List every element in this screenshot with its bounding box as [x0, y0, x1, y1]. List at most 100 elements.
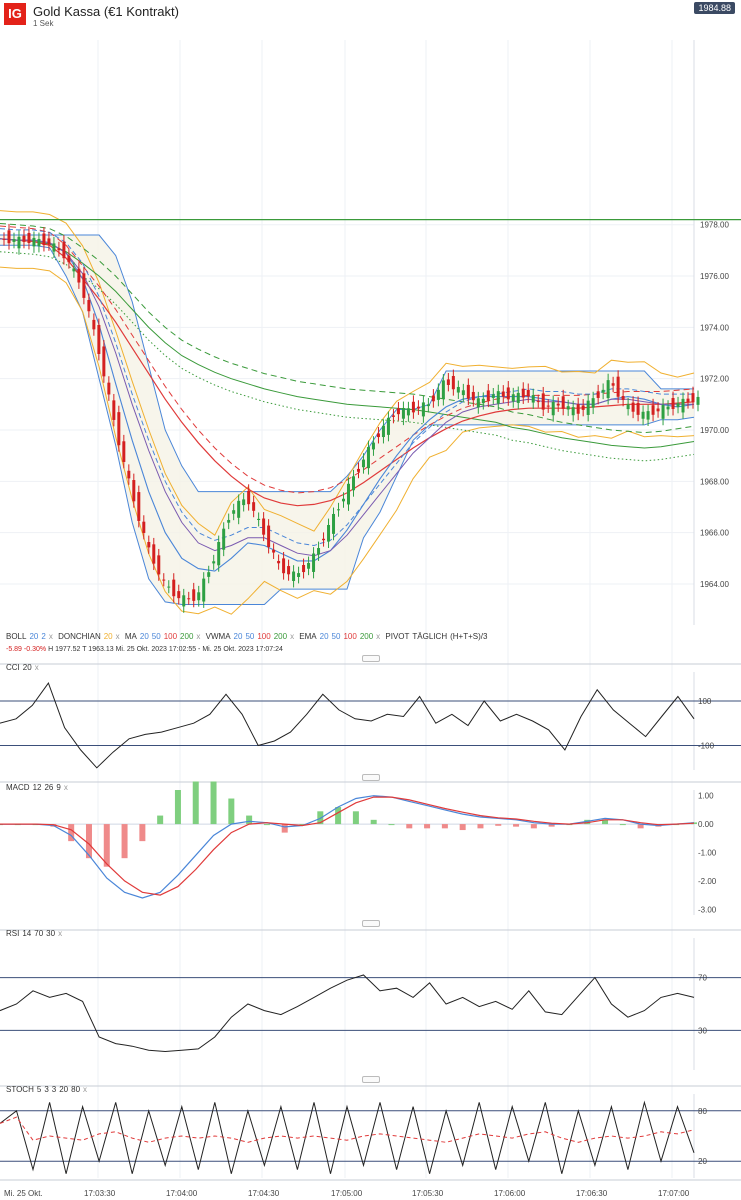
interval-label[interactable]: 1 Sek: [33, 19, 54, 28]
cci-line: [0, 682, 695, 769]
macd-close-icon[interactable]: x: [63, 783, 68, 792]
macd-tick-label: 0.00: [698, 820, 714, 829]
ema-label[interactable]: EMA: [299, 632, 317, 641]
ma50-line: [0, 228, 694, 547]
time-range: Mi. 25 Okt. 2023 17:02:55 - Mi. 25 Okt. …: [115, 646, 283, 653]
candle-body: [37, 238, 41, 246]
price-tick-label: 1976.00: [700, 272, 729, 281]
candle-body: [541, 393, 545, 410]
macd-histogram-bar: [530, 824, 537, 829]
cci-close-icon[interactable]: x: [34, 663, 39, 672]
candle-body: [406, 408, 410, 416]
candle-body: [416, 406, 420, 409]
candle-body: [511, 394, 515, 402]
macd-histogram-bar: [299, 824, 306, 826]
candle-body: [421, 402, 425, 417]
macd-histogram-bar: [548, 824, 555, 827]
candle-body: [32, 237, 36, 247]
macd-histogram-bar: [637, 824, 644, 829]
stoch-tick-label: 80: [698, 1107, 707, 1116]
cci-label[interactable]: CCI: [6, 663, 20, 672]
time-tick-label: 17:07:00: [658, 1189, 690, 1198]
candle-body: [531, 395, 535, 403]
cci-legend: CCI 20 x: [6, 663, 39, 672]
cci-tick-label: -100: [698, 742, 715, 751]
candle-body: [551, 401, 555, 416]
pane-resize-handle-2[interactable]: [362, 774, 380, 781]
time-axis: Mi. 25 Okt. 17:03:30 17:04:00 17:04:30 17:05…: [0, 1179, 741, 1198]
candle-body: [222, 528, 226, 550]
candle-body: [42, 233, 46, 246]
candle-body: [332, 513, 336, 534]
candle-body: [272, 549, 276, 553]
candle-body: [162, 579, 166, 581]
change-percent: -0.30%: [23, 646, 47, 653]
candle-body: [631, 402, 635, 412]
candle-body: [217, 541, 221, 566]
boll-label[interactable]: BOLL: [6, 632, 27, 641]
macd-histogram-bar: [602, 819, 609, 825]
candle-body: [47, 238, 51, 245]
stoch-tick-label: 20: [698, 1157, 707, 1166]
candle-body: [317, 548, 321, 555]
macd-histogram-bar: [370, 819, 377, 825]
candle-body: [187, 598, 191, 600]
instrument-title[interactable]: Gold Kassa (€1 Kontrakt): [33, 4, 179, 19]
pivot-label[interactable]: PIVOT: [385, 632, 410, 641]
macd-label[interactable]: MACD: [6, 783, 30, 792]
candle-body: [132, 480, 136, 502]
ema200-line: [0, 223, 695, 434]
vwma-close-icon[interactable]: x: [290, 632, 295, 641]
price-tick-label: 1972.00: [700, 375, 729, 384]
candle-body: [152, 544, 156, 564]
macd-histogram-bar: [424, 824, 431, 829]
candle-body: [347, 483, 351, 505]
donchian-label[interactable]: DONCHIAN: [58, 632, 101, 641]
price-tick-label: 1974.00: [700, 323, 729, 332]
vwma-label[interactable]: VWMA: [205, 632, 231, 641]
ma-label[interactable]: MA: [124, 632, 137, 641]
candle-body: [626, 404, 630, 410]
pane-resize-handle-1[interactable]: [362, 655, 380, 662]
candle-body: [621, 396, 625, 400]
rsi-close-icon[interactable]: x: [58, 929, 63, 938]
candle-body: [197, 592, 201, 601]
candle-body: [446, 379, 450, 385]
time-tick-label: 17:05:30: [412, 1189, 444, 1198]
macd-histogram-bar: [477, 824, 484, 829]
candle-body: [22, 235, 26, 242]
candle-body: [82, 273, 86, 298]
candle-body: [112, 400, 116, 420]
ema-close-icon[interactable]: x: [376, 632, 381, 641]
candle-body: [177, 591, 181, 599]
candle-body: [307, 562, 311, 569]
candle-body: [536, 401, 540, 403]
candle-body: [586, 400, 590, 415]
pane-resize-handle-3[interactable]: [362, 920, 380, 927]
pane-resize-handle-4[interactable]: [362, 1076, 380, 1083]
macd-histogram-bar: [210, 781, 217, 825]
candle-body: [526, 389, 530, 397]
macd-histogram-bar: [139, 824, 146, 842]
macd-histogram-bar: [619, 824, 626, 826]
candle-body: [247, 490, 251, 505]
vwma200-line: [0, 251, 695, 462]
candle-body: [676, 403, 680, 407]
boll-close-icon[interactable]: x: [48, 632, 53, 641]
macd-histogram-bar: [192, 781, 199, 825]
candle-body: [581, 405, 585, 410]
time-tick-label: 17:04:00: [166, 1189, 198, 1198]
stoch-legend: STOCH 5 3 3 20 80 x: [6, 1085, 88, 1094]
stoch-label[interactable]: STOCH: [6, 1085, 34, 1094]
candle-body: [361, 459, 365, 468]
macd-histogram-bar: [335, 807, 342, 825]
stoch-close-icon[interactable]: x: [83, 1085, 88, 1094]
candle-body: [17, 236, 21, 249]
ma-close-icon[interactable]: x: [196, 632, 201, 641]
candle-body: [117, 412, 121, 446]
rsi-label[interactable]: RSI: [6, 929, 20, 938]
candle-body: [72, 268, 76, 272]
donchian-close-icon[interactable]: x: [115, 632, 120, 641]
time-tick-label: 17:04:30: [248, 1189, 280, 1198]
